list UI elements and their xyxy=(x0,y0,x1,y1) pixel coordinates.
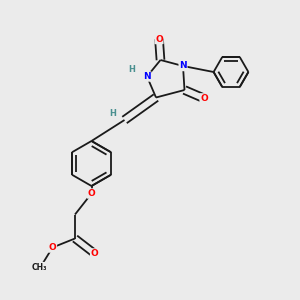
Text: CH₃: CH₃ xyxy=(31,262,47,272)
Text: H: H xyxy=(128,64,135,74)
Text: O: O xyxy=(91,249,98,258)
Text: N: N xyxy=(179,61,187,70)
Text: O: O xyxy=(200,94,208,103)
Text: O: O xyxy=(88,189,95,198)
Text: O: O xyxy=(49,243,56,252)
Text: N: N xyxy=(143,72,151,81)
Text: H: H xyxy=(109,109,116,118)
Text: O: O xyxy=(155,34,163,43)
